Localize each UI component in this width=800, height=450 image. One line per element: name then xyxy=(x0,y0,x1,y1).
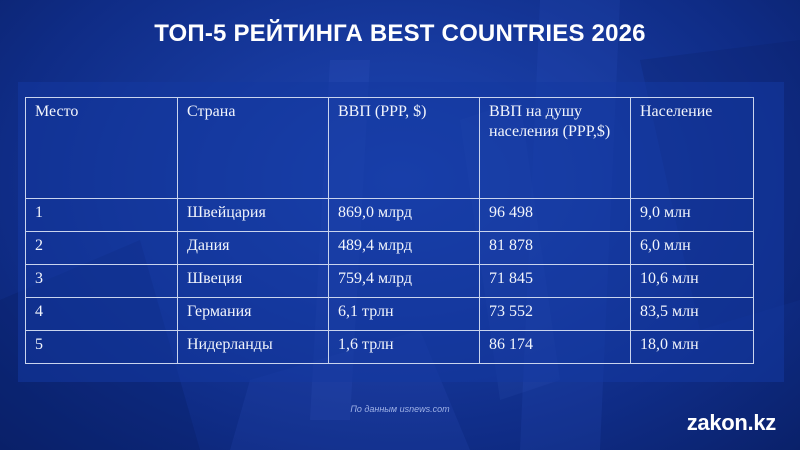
cell-gdp-per-capita: 96 498 xyxy=(479,198,631,232)
cell-population: 18,0 млн xyxy=(630,330,754,364)
cell-country: Германия xyxy=(177,297,329,331)
cell-place: 3 xyxy=(25,264,178,298)
cell-place: 2 xyxy=(25,231,178,265)
cell-population: 83,5 млн xyxy=(630,297,754,331)
cell-place: 5 xyxy=(25,330,178,364)
cell-gdp-per-capita: 81 878 xyxy=(479,231,631,265)
site-logo: zakon.kz xyxy=(686,410,777,435)
header-country: Страна xyxy=(177,97,329,199)
cell-population: 9,0 млн xyxy=(630,198,754,232)
cell-gdp: 1,6 трлн xyxy=(328,330,480,364)
table-row: 1 Швейцария 869,0 млрд 96 498 9,0 млн xyxy=(25,198,754,232)
table-row: 3 Швеция 759,4 млрд 71 845 10,6 млн xyxy=(25,264,754,298)
cell-gdp: 869,0 млрд xyxy=(328,198,480,232)
cell-gdp-per-capita: 71 845 xyxy=(479,264,631,298)
cell-country: Дания xyxy=(177,231,329,265)
header-population: Население xyxy=(630,97,754,199)
cell-country: Нидерланды xyxy=(177,330,329,364)
cell-gdp: 6,1 трлн xyxy=(328,297,480,331)
table-row: 2 Дания 489,4 млрд 81 878 6,0 млн xyxy=(25,231,754,265)
cell-gdp-per-capita: 86 174 xyxy=(479,330,631,364)
source-note: По данным usnews.com xyxy=(350,404,450,414)
cell-place: 1 xyxy=(25,198,178,232)
cell-place: 4 xyxy=(25,297,178,331)
header-gdp: ВВП (PPP, $) xyxy=(328,97,480,199)
cell-population: 10,6 млн xyxy=(630,264,754,298)
header-place: Место xyxy=(25,97,178,199)
page-title: ТОП-5 РЕЙТИНГА BEST COUNTRIES 2026 xyxy=(154,20,646,47)
header-gdp-per-capita: ВВП на душу населения (PPP,$) xyxy=(479,97,631,199)
cell-gdp: 759,4 млрд xyxy=(328,264,480,298)
cell-country: Швейцария xyxy=(177,198,329,232)
ranking-table: Место Страна ВВП (PPP, $) ВВП на душу на… xyxy=(25,97,754,364)
table-row: 5 Нидерланды 1,6 трлн 86 174 18,0 млн xyxy=(25,330,754,364)
cell-gdp: 489,4 млрд xyxy=(328,231,480,265)
table-row: 4 Германия 6,1 трлн 73 552 83,5 млн xyxy=(25,297,754,331)
cell-population: 6,0 млн xyxy=(630,231,754,265)
cell-gdp-per-capita: 73 552 xyxy=(479,297,631,331)
cell-country: Швеция xyxy=(177,264,329,298)
table-header-row: Место Страна ВВП (PPP, $) ВВП на душу на… xyxy=(25,97,754,199)
